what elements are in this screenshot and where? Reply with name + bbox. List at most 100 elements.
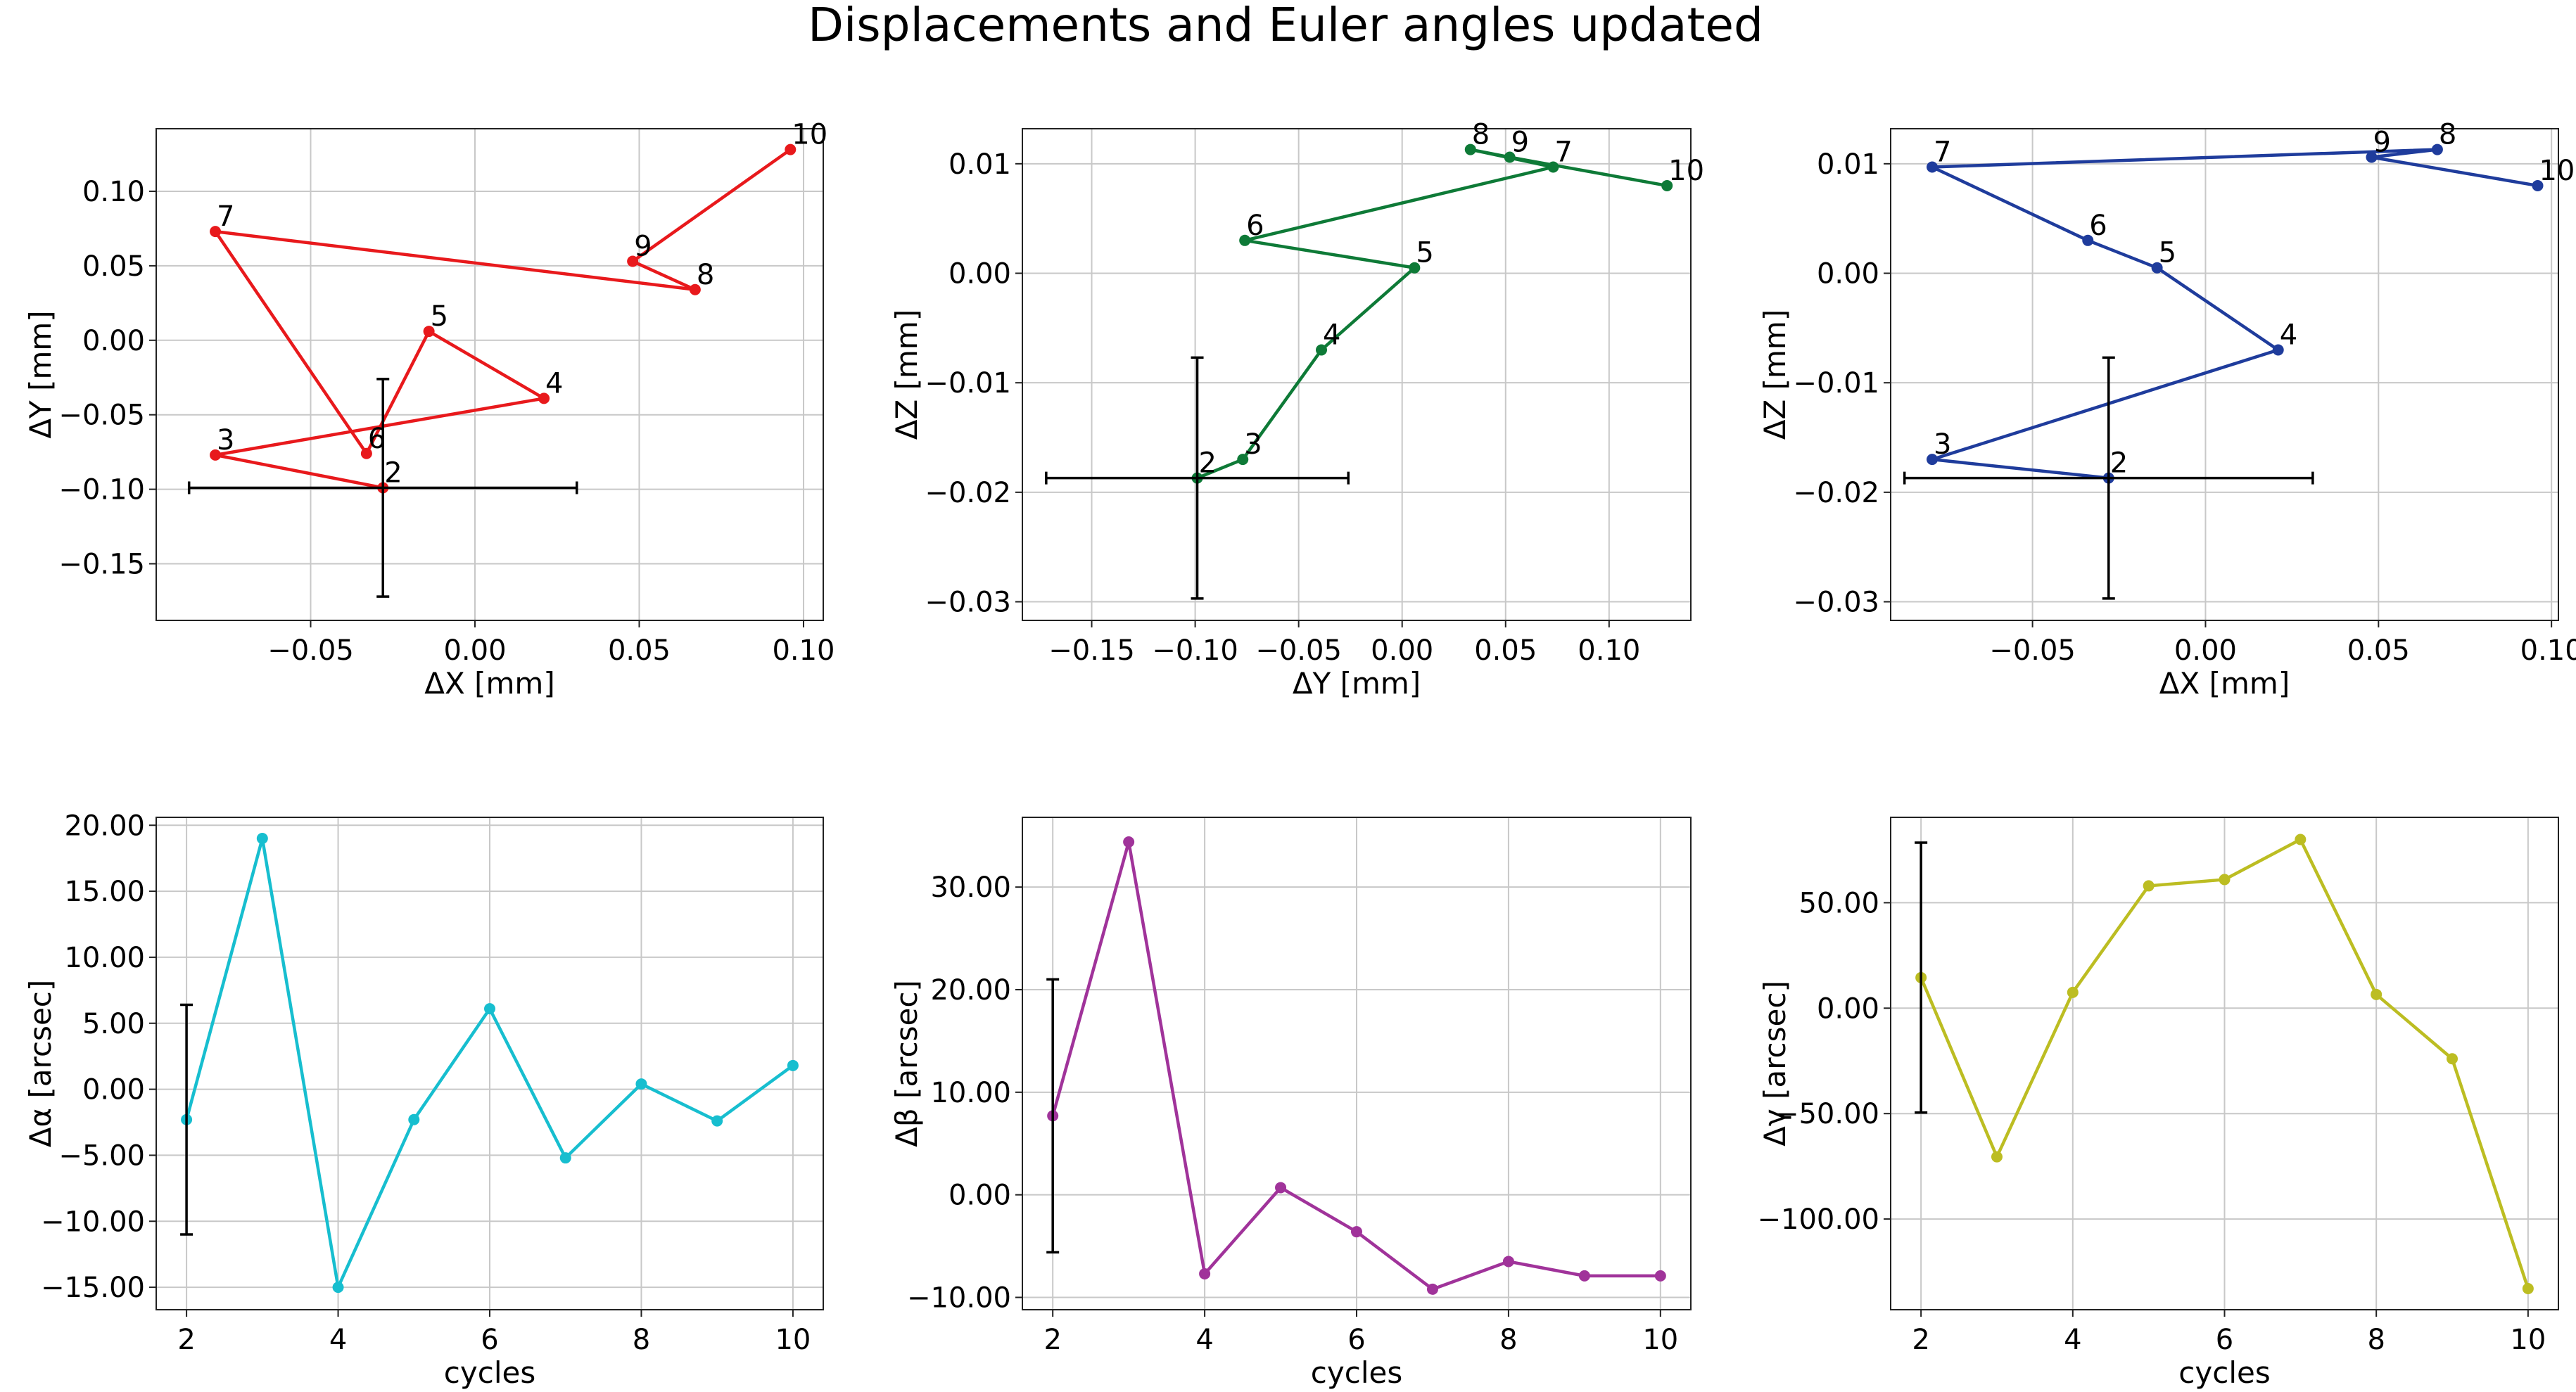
x-tick-label: 2 (1912, 1324, 1929, 1356)
data-point (1426, 1283, 1438, 1295)
series-line (213, 148, 792, 490)
x-tick-label: 4 (2064, 1324, 2081, 1356)
data-point (332, 1282, 344, 1294)
y-tick-label: 0.00 (82, 325, 145, 357)
x-axis-label: cycles (1311, 1355, 1402, 1389)
data-point (635, 1078, 647, 1090)
data-point (2295, 834, 2307, 845)
chart-panel-1: −0.05 0.00 0.05 0.10 −0.15 −0.10 −0.05 0.00 0.05… (23, 119, 835, 701)
data-point (256, 833, 268, 845)
data-point (1578, 1270, 1590, 1282)
point-label: 9 (634, 231, 652, 263)
data-point (1409, 262, 1421, 274)
data-point (1316, 344, 1327, 356)
x-tick-label: −0.15 (1048, 634, 1135, 667)
y-tick-label: 50.00 (1798, 887, 1879, 919)
x-tick-label: 10 (1642, 1324, 1678, 1356)
data-point (2219, 874, 2231, 886)
x-axis-label: ΔX [mm] (424, 666, 554, 701)
chart-panel-4: 2 4 6 8 10 −15.00 −10.00 −5.00 0.00 5.00 10.00 15.0… (23, 810, 824, 1390)
x-tick-label: −0.05 (1989, 634, 2076, 667)
y-tick-label: 0.01 (1817, 148, 1879, 181)
data-point (538, 392, 550, 404)
y-tick-label: −10.00 (41, 1206, 145, 1238)
x-axis-label: cycles (2178, 1355, 2270, 1389)
x-tick-label: 0.10 (1578, 634, 1640, 667)
y-axis-label: Δγ [arcsec] (1758, 981, 1792, 1147)
data-point (1351, 1226, 1362, 1238)
x-tick-label: 4 (1195, 1324, 1213, 1356)
data-point (1464, 143, 1476, 155)
x-tick-label: 6 (481, 1324, 498, 1356)
data-point (2366, 151, 2378, 163)
x-tick-label: 0.05 (1474, 634, 1537, 667)
y-tick-label: 10.00 (64, 942, 145, 974)
point-label: 4 (545, 367, 563, 400)
point-label: 8 (697, 259, 714, 291)
y-tick-label: −0.03 (925, 587, 1011, 619)
x-tick-label: 0.10 (772, 634, 835, 667)
data-point (1927, 161, 1939, 173)
data-point (689, 283, 701, 295)
figure-title: Displacements and Euler angles updated (808, 0, 1763, 52)
x-tick-label: −0.10 (1152, 634, 1238, 667)
data-point (2272, 344, 2284, 356)
x-tick-label: 6 (1347, 1324, 1365, 1356)
point-label: 10 (792, 119, 827, 151)
series-line (1196, 148, 1668, 480)
data-point (1927, 454, 1939, 466)
data-point (2067, 986, 2079, 998)
data-point (1654, 1270, 1666, 1282)
data-point (2082, 234, 2094, 246)
x-tick-label: 4 (329, 1324, 347, 1356)
y-tick-label: −0.03 (1793, 587, 1879, 619)
y-tick-label: 0.10 (82, 176, 145, 208)
point-label: 3 (1934, 428, 1951, 461)
point-label: 7 (1554, 136, 1572, 168)
data-point (2431, 143, 2443, 155)
x-tick-label: 0.05 (608, 634, 671, 667)
y-tick-label: −0.02 (925, 477, 1011, 509)
point-label: 6 (1246, 210, 1264, 242)
y-axis-label: ΔZ [mm] (1758, 309, 1792, 440)
point-label: 2 (2110, 447, 2128, 480)
x-axis-label: ΔX [mm] (2159, 666, 2290, 701)
data-point (2143, 880, 2155, 892)
y-tick-label: 5.00 (82, 1008, 145, 1040)
y-tick-label: 30.00 (930, 871, 1011, 904)
y-tick-label: −0.01 (1793, 367, 1879, 400)
point-label: 3 (217, 424, 234, 456)
data-point (1502, 1256, 1514, 1268)
y-tick-label: 10.00 (930, 1077, 1011, 1109)
x-axis-label: cycles (444, 1355, 535, 1389)
data-point (408, 1113, 420, 1125)
y-axis-label: Δα [arcsec] (23, 980, 58, 1148)
x-tick-label: 6 (2216, 1324, 2233, 1356)
data-point (1123, 836, 1135, 848)
data-point (210, 226, 222, 238)
y-tick-label: 0.00 (1817, 992, 1879, 1025)
data-point (423, 326, 435, 338)
point-label: 10 (2539, 155, 2575, 187)
y-tick-label: −15.00 (41, 1272, 145, 1304)
x-axis-label: ΔY [mm] (1293, 666, 1421, 701)
y-tick-label: 20.00 (64, 810, 145, 842)
y-tick-label: −10.00 (907, 1282, 1011, 1315)
x-tick-label: 2 (177, 1324, 195, 1356)
x-tick-label: −0.05 (1255, 634, 1342, 667)
y-tick-label: 0.00 (1817, 257, 1879, 290)
point-label: 5 (431, 300, 448, 333)
x-tick-label: 0.05 (2347, 634, 2410, 667)
x-tick-label: 8 (1499, 1324, 1517, 1356)
point-label: 10 (1668, 155, 1704, 187)
data-point (2447, 1053, 2458, 1065)
x-tick-label: −0.05 (267, 634, 354, 667)
data-point (1547, 161, 1559, 173)
x-tick-label: 0.00 (443, 634, 506, 667)
y-tick-label: −0.10 (58, 474, 145, 506)
data-point (1239, 234, 1251, 246)
data-point (1237, 454, 1249, 466)
y-axis-label: Δβ [arcsec] (889, 980, 924, 1147)
